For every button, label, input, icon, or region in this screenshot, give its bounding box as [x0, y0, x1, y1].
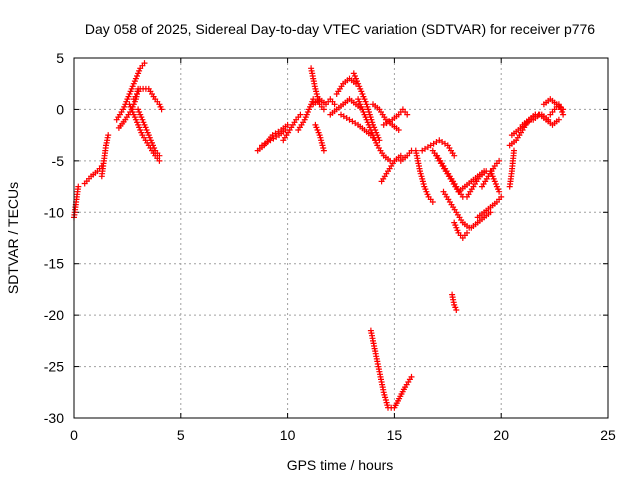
data-point [105, 132, 112, 139]
data-point [139, 116, 146, 123]
data-point [132, 116, 139, 123]
data-point [355, 80, 362, 87]
data-point [397, 152, 404, 159]
data-point [331, 101, 338, 108]
y-tick-label: -15 [44, 256, 64, 272]
data-point [356, 98, 363, 105]
data-point [498, 193, 505, 200]
x-axis-label: GPS time / hours [287, 457, 394, 473]
x-tick-label: 5 [177, 427, 185, 443]
data-point [284, 121, 291, 128]
data-point [464, 229, 470, 236]
x-tick-label: 15 [387, 427, 403, 443]
axis-ticks: 0 5 10 15 20 25 5 0 -5 -10 -15 -20 -25 -30 [44, 50, 616, 443]
data-point [320, 106, 327, 113]
data-point [297, 111, 304, 118]
data-point [496, 188, 503, 195]
y-tick-label: 5 [56, 50, 64, 66]
data-point [156, 152, 163, 159]
x-tick-label: 20 [493, 427, 509, 443]
data-point [560, 111, 567, 118]
y-tick-label: -30 [44, 410, 64, 426]
data-point [320, 147, 327, 154]
data-point [75, 183, 82, 190]
data-point [363, 116, 370, 123]
data-point [156, 157, 163, 164]
y-tick-label: -5 [52, 153, 65, 169]
chart-title: Day 058 of 2025, Sidereal Day-to-day VTE… [85, 21, 595, 37]
x-tick-label: 0 [70, 427, 78, 443]
data-point [129, 83, 136, 90]
y-tick-label: -20 [44, 307, 64, 323]
data-point [487, 209, 494, 216]
data-point [429, 199, 436, 205]
data-point [555, 116, 562, 123]
data-point [141, 60, 148, 67]
x-tick-label: 25 [600, 427, 616, 443]
y-axis-label: SDTVAR / TECUs [5, 182, 21, 294]
data-point [511, 147, 517, 154]
data-point [404, 111, 411, 118]
y-tick-label: -25 [44, 359, 64, 375]
data-point [362, 98, 369, 105]
data-point [453, 307, 460, 313]
data-point [395, 127, 402, 133]
x-tick-label: 10 [280, 427, 296, 443]
data-point [496, 157, 503, 164]
data-point [408, 373, 415, 380]
data-point [451, 152, 458, 159]
data-points [71, 60, 567, 411]
data-point [158, 106, 165, 113]
plot-frame [73, 57, 609, 419]
y-tick-label: -10 [44, 204, 64, 220]
y-tick-label: 0 [56, 101, 64, 117]
